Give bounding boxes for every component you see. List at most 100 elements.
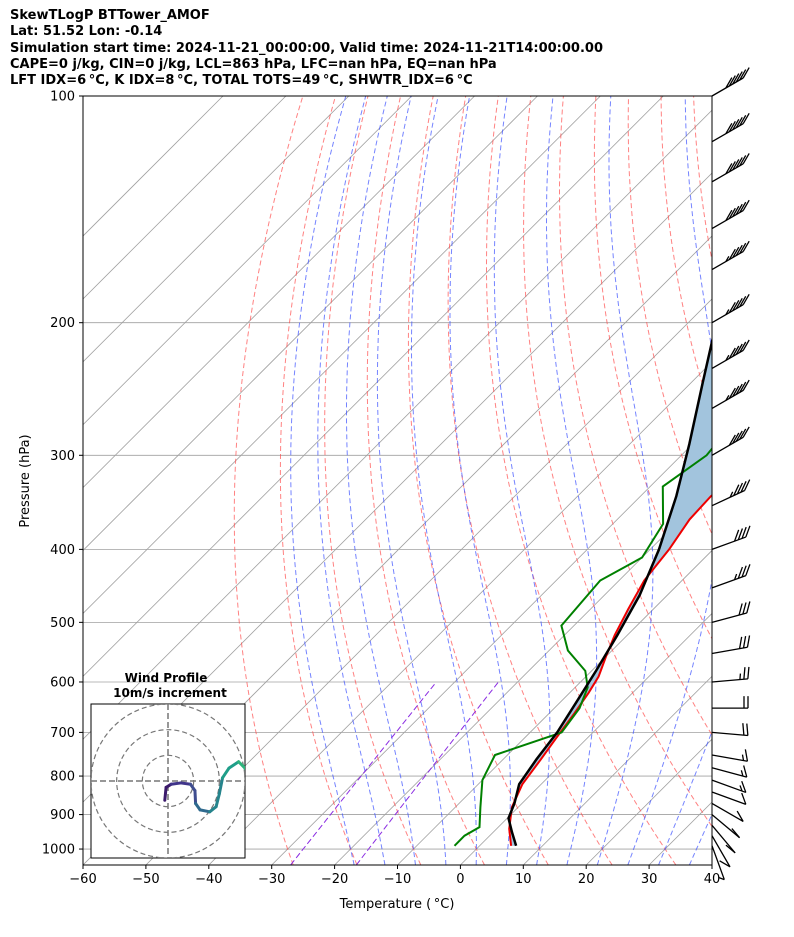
- wind-barb: [711, 293, 750, 324]
- grid: [83, 96, 794, 865]
- moist-adiabat: [493, 96, 551, 865]
- hodograph-segment: [169, 781, 183, 786]
- wind-barb: [711, 635, 751, 655]
- moist-adiabat: [317, 96, 386, 865]
- dry-adiabat: [279, 96, 358, 865]
- dry-adiabat: [486, 96, 677, 865]
- isotherm-line: [83, 96, 538, 552]
- isotherm-line: [83, 109, 712, 740]
- hodograph-segment: [198, 808, 212, 814]
- isotherm-line: [460, 612, 712, 865]
- y-tick-label: 1000: [42, 843, 75, 858]
- wind-barb: [711, 379, 750, 410]
- x-tick-label: 0: [456, 872, 464, 887]
- y-tick-label: 900: [50, 808, 75, 823]
- chart-title: SkewTLogP BTTower_AMOF Lat: 51.52 Lon: -…: [10, 8, 603, 89]
- wind-barb: [711, 835, 731, 868]
- moist-adiabat: [596, 96, 654, 865]
- y-tick-label: 800: [50, 770, 75, 785]
- moist-adiabat: [627, 96, 712, 865]
- isotherm-line: [271, 424, 712, 865]
- dry-adiabat: [693, 96, 712, 263]
- hodograph-segment: [214, 792, 221, 809]
- isotherm-line: [145, 298, 712, 865]
- hodograph-segment: [255, 781, 265, 791]
- wind-barb: [711, 339, 750, 369]
- hodograph-segment: [237, 760, 245, 770]
- wind-profile-inset: Wind Profile 10m/s increment: [90, 671, 270, 859]
- dry-adiabat: [660, 96, 712, 417]
- title-line-location: Lat: 51.52 Lon: -0.14: [10, 24, 163, 40]
- temperature-line: [508, 494, 712, 846]
- wind-barb: [711, 240, 750, 271]
- dry-adiabat: [523, 96, 712, 828]
- isotherm-line: [397, 549, 712, 865]
- dry-adiabat: [759, 96, 794, 865]
- wind-barb: [711, 199, 750, 230]
- wind-barb: [711, 601, 751, 623]
- x-tick-label: −40: [195, 872, 222, 887]
- dry-adiabat: [407, 96, 549, 865]
- dry-adiabat: [324, 96, 422, 865]
- isotherm-line: [83, 96, 350, 363]
- dry-adiabat: [366, 96, 485, 865]
- wind-barb: [711, 723, 749, 737]
- moist-adiabat: [376, 96, 447, 865]
- axes: −60 −50 −40 −30 −20 −10 0 10 20 30 40 100 200 300 400 5…: [42, 90, 720, 888]
- wind-barb: [711, 765, 748, 778]
- wind-barb: [711, 564, 751, 589]
- x-tick-label: −50: [132, 872, 159, 887]
- wind-barb: [711, 479, 751, 507]
- dry-adiabat: [559, 96, 712, 736]
- wind-barb: [711, 153, 750, 183]
- moist-adiabat: [346, 96, 416, 865]
- hodograph-segment: [264, 791, 270, 797]
- moist-adiabat: [290, 96, 355, 865]
- isotherm-line: [83, 96, 601, 614]
- dry-adiabat: [593, 96, 712, 640]
- wind-barb: [711, 845, 725, 881]
- wind-barb: [711, 802, 744, 823]
- hodograph-segment: [227, 760, 241, 770]
- x-tick-label: 10: [515, 872, 532, 887]
- title-line-cape: CAPE=0 j/kg, CIN=0 j/kg, LCL=863 hPa, LF…: [10, 56, 497, 72]
- wind-barb: [711, 814, 741, 839]
- isotherm-line: [208, 361, 712, 865]
- wind-barb: [711, 112, 750, 143]
- isotherm-line: [83, 96, 224, 237]
- x-tick-label: 40: [704, 872, 721, 887]
- hodograph-segment: [193, 789, 198, 805]
- title-line-indices: LFT IDX=6 °C, K IDX=8 °C, TOTAL TOTS=49 …: [10, 73, 473, 89]
- isotherm-line: [711, 864, 712, 865]
- wind-barb: [711, 791, 747, 805]
- inset-subtitle: 10m/s increment: [113, 686, 227, 700]
- wind-barb: [711, 67, 750, 97]
- y-axis-label: Pressure (hPa): [18, 434, 33, 527]
- wind-barb: [711, 426, 750, 456]
- moist-adiabat: [449, 96, 511, 865]
- x-tick-label: 20: [578, 872, 595, 887]
- inset-title: Wind Profile: [125, 671, 208, 685]
- title-line-times: Simulation start time: 2024-11-21_00:00:…: [10, 40, 603, 56]
- hodograph-segment: [221, 766, 231, 780]
- parcel-line: [507, 336, 712, 847]
- wind-barb: [711, 749, 749, 762]
- isotherm-line: [83, 96, 412, 426]
- wind-barb: [711, 666, 750, 683]
- hodograph-segment: [217, 776, 225, 796]
- isotherm-line: [523, 675, 712, 865]
- data-layer: [453, 336, 712, 847]
- dewpoint-line: [453, 447, 712, 847]
- x-tick-label: 30: [641, 872, 658, 887]
- dry-adiabat: [233, 96, 304, 865]
- wind-barb: [711, 824, 736, 854]
- y-tick-label: 700: [50, 726, 75, 741]
- dry-adiabat: [447, 96, 613, 865]
- y-tick-label: 200: [50, 316, 75, 331]
- x-tick-label: −10: [384, 872, 411, 887]
- x-tick-label: −60: [69, 872, 96, 887]
- y-tick-label: 500: [50, 616, 75, 631]
- wind-barb: [711, 779, 747, 794]
- moist-adiabat: [658, 730, 712, 865]
